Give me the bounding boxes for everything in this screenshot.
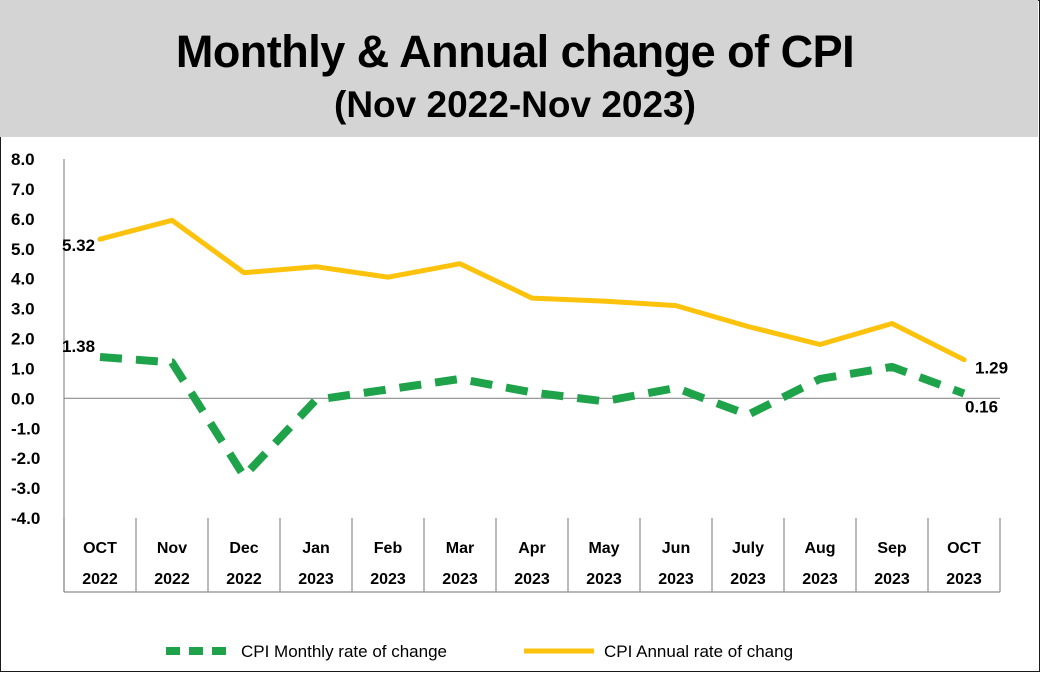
x-tick-month: Dec [229, 540, 258, 557]
y-tick-label: 1.0 [11, 359, 35, 378]
y-tick-label: 3.0 [11, 300, 35, 319]
x-axis-ticks: OCT 2022 Nov 2022 Dec 2022 Jan 2023 Feb 2023 Mar 20… [82, 540, 982, 588]
annual-series-line [97, 217, 967, 363]
y-tick-label: 7.0 [11, 180, 35, 199]
x-tick-month: OCT [947, 540, 981, 557]
x-tick-year: 2023 [586, 571, 622, 588]
title-band [0, 0, 1038, 137]
y-tick-label: -3.0 [11, 479, 40, 498]
x-tick-month: Apr [518, 540, 546, 557]
data-labels: 1.38 0.16 5.32 1.29 [62, 236, 1008, 416]
series-layer [97, 217, 967, 481]
x-tick-month: Nov [157, 540, 187, 557]
y-tick-label: -2.0 [11, 449, 40, 468]
x-tick-month: Mar [446, 540, 474, 557]
x-tick-year: 2023 [658, 571, 694, 588]
x-tick-year: 2023 [730, 571, 766, 588]
x-tick-year: 2023 [442, 571, 478, 588]
x-tick-month: Aug [804, 540, 835, 557]
x-tick-year: 2023 [298, 571, 334, 588]
x-tick-month: OCT [83, 540, 117, 557]
y-tick-label: 8.0 [11, 150, 35, 169]
y-tick-label: 0.0 [11, 389, 35, 408]
axes-layer [63, 159, 1001, 593]
y-axis-ticks: 8.0 7.0 6.0 5.0 4.0 3.0 2.0 1.0 0.0 -1.0 -2.0 -3.0 -… [11, 150, 40, 528]
x-tick-year: 2022 [226, 571, 262, 588]
x-tick-year: 2023 [514, 571, 550, 588]
x-tick-month: May [588, 540, 619, 557]
x-tick-year: 2022 [82, 571, 118, 588]
x-tick-year: 2022 [154, 571, 190, 588]
x-tick-year: 2023 [874, 571, 910, 588]
data-label: 0.16 [965, 398, 998, 417]
x-tick-month: Jan [302, 540, 330, 557]
x-tick-month: July [732, 540, 764, 557]
chart-title: Monthly & Annual change of CPI [175, 26, 855, 77]
data-label: 5.32 [62, 236, 95, 255]
chart-legend: CPI Monthly rate of change CPI Annual rat… [166, 642, 793, 661]
x-tick-year: 2023 [946, 571, 982, 588]
y-tick-label: 4.0 [11, 270, 35, 289]
y-tick-label: 2.0 [11, 330, 35, 349]
legend-annual-label: CPI Annual rate of chang [604, 642, 793, 661]
legend-monthly-label: CPI Monthly rate of change [241, 642, 447, 661]
monthly-series-line [99, 353, 966, 481]
data-label: 1.38 [62, 337, 95, 356]
y-tick-label: 5.0 [11, 240, 35, 259]
x-tick-month: Jun [662, 540, 690, 557]
y-tick-label: 6.0 [11, 210, 35, 229]
chart-subtitle: (Nov 2022-Nov 2023) [334, 84, 696, 125]
data-label: 1.29 [975, 359, 1008, 378]
y-tick-label: -4.0 [11, 509, 40, 528]
x-tick-month: Feb [374, 540, 403, 557]
x-tick-month: Sep [877, 540, 907, 557]
x-tick-year: 2023 [370, 571, 406, 588]
x-tick-year: 2023 [802, 571, 838, 588]
y-tick-label: -1.0 [11, 419, 40, 438]
